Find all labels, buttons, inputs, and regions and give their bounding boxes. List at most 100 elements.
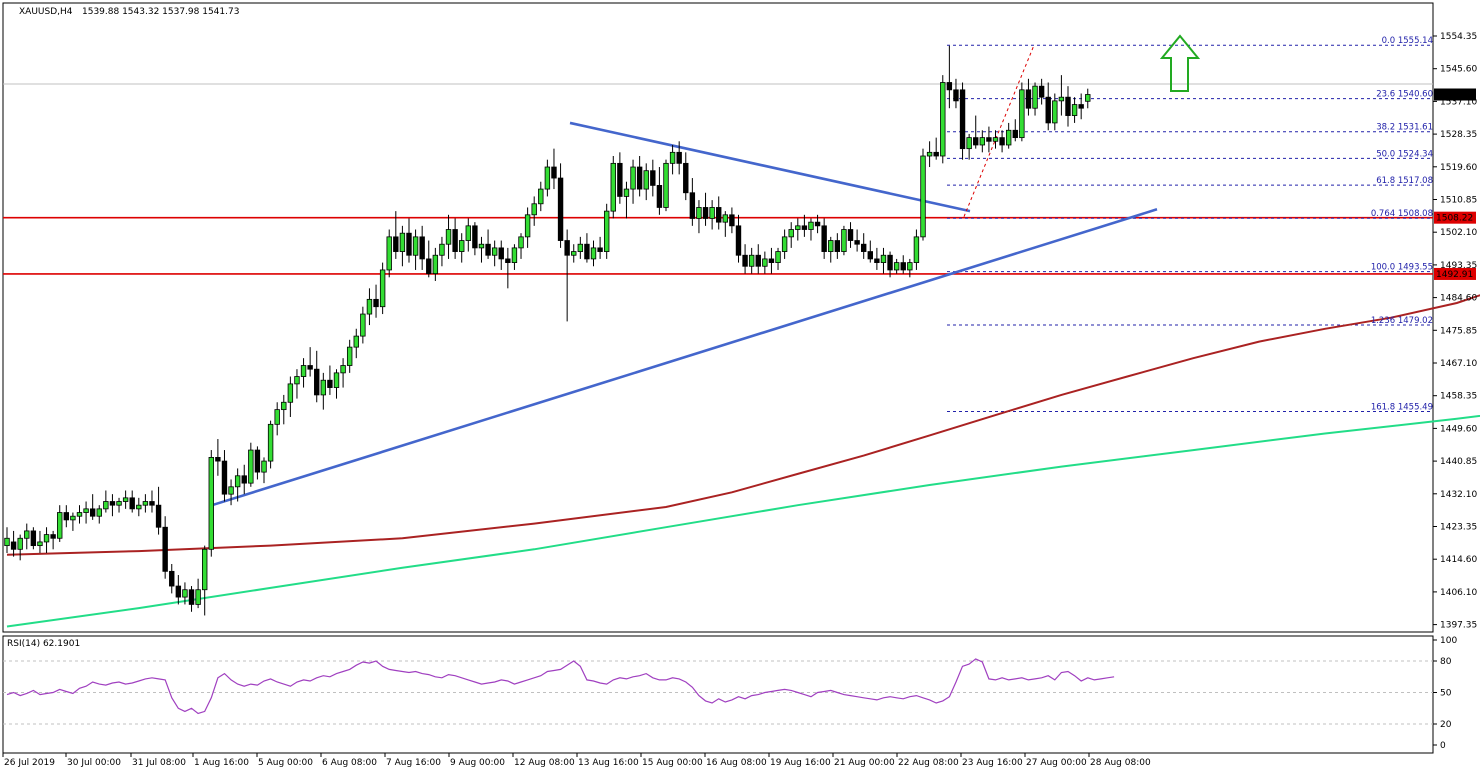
bear-candle [129, 497, 135, 510]
bull-candle [4, 537, 10, 547]
bull-candle [907, 262, 913, 271]
time-tick-label: 21 Aug 00:00 [834, 758, 895, 768]
bull-candle [248, 449, 254, 484]
bull-candle [37, 541, 43, 547]
time-tick-label: 31 Jul 08:00 [132, 758, 186, 768]
time-tick-label: 23 Aug 16:00 [962, 758, 1023, 768]
bull-candle [267, 423, 274, 462]
bear-candle [887, 254, 893, 271]
bear-candle [162, 526, 168, 572]
bear-candle [373, 298, 379, 308]
bear-candle [307, 365, 313, 370]
bear-candle [973, 137, 979, 146]
price-tick-label: 1440.85 [1440, 457, 1477, 467]
bull-candle [201, 548, 208, 591]
bear-candle [636, 166, 643, 190]
bear-candle [1012, 129, 1018, 139]
bear-candle [874, 258, 880, 263]
bull-candle [83, 508, 89, 513]
ema-green-line [6, 414, 1480, 628]
time-tick-label: 27 Aug 00:00 [1026, 758, 1087, 768]
bull-candle [96, 508, 102, 517]
bear-candle [426, 258, 432, 275]
bear-candle [735, 225, 742, 256]
bear-candle [30, 530, 37, 547]
bull-candle [722, 214, 729, 223]
bull-candle [208, 457, 214, 550]
bull-candle [940, 82, 946, 157]
time-tick-label: 26 Jul 2019 [4, 758, 55, 768]
fib-label: 161.8 1455.49 [1371, 402, 1433, 412]
time-tick-label: 5 Aug 00:00 [258, 758, 313, 768]
bear-candle [861, 243, 867, 252]
resistance-price-tag-box [1434, 211, 1476, 224]
bear-candle [406, 232, 412, 256]
triangle-upper-trendline [569, 121, 971, 213]
rsi-line [6, 658, 1115, 715]
price-tick-label: 1414.60 [1440, 555, 1477, 565]
chart-ohlc: 1539.88 1543.32 1537.98 1541.73 [82, 7, 239, 17]
bull-candle [1005, 129, 1012, 146]
bull-candle [1058, 96, 1065, 102]
bull-candle [762, 258, 768, 267]
bull-candle [17, 537, 23, 550]
bear-candle [584, 243, 590, 260]
fib-label: 100.0 1493.55 [1371, 263, 1433, 273]
time-tick-label: 30 Jul 00:00 [67, 758, 121, 768]
bear-candle [452, 229, 458, 252]
triangle-lower-trendline [211, 208, 1158, 507]
time-tick-label: 12 Aug 08:00 [514, 758, 575, 768]
bull-candle [379, 269, 386, 308]
fib-label: 61.8 1517.08 [1376, 176, 1433, 186]
bear-candle [683, 162, 689, 194]
bull-candle [399, 232, 406, 252]
bear-candle [1025, 89, 1032, 109]
bear-candle [485, 243, 491, 256]
bear-candle [755, 254, 761, 267]
bull-candle [57, 512, 63, 539]
bull-candle [360, 313, 366, 337]
bull-candle [841, 229, 847, 252]
bull-candle [966, 137, 972, 150]
bull-candle [979, 137, 986, 146]
bear-candle [597, 247, 603, 252]
price-tick-label: 1545.60 [1440, 65, 1477, 75]
bull-candle [1052, 100, 1058, 124]
main-panel-border [2, 2, 1434, 633]
bear-candle [729, 214, 735, 227]
bull-candle [623, 188, 630, 197]
bear-candle [155, 504, 162, 528]
bull-candle [524, 214, 531, 238]
bull-candle [630, 166, 636, 190]
price-tick-label: 1537.10 [1440, 97, 1477, 107]
bull-candle [544, 166, 551, 190]
bull-candle [346, 346, 353, 366]
fib-trend-line [963, 45, 1035, 217]
bear-candle [801, 225, 808, 230]
bull-candle [333, 372, 340, 388]
ema-red-line [6, 294, 1480, 556]
bull-candle [43, 534, 50, 543]
price-axis: 1554.35 1545.60 1537.10 1528.35 1519.60 1510.… [1433, 32, 1477, 631]
time-tick-label: 22 Aug 08:00 [898, 758, 959, 768]
bull-candle [1019, 89, 1025, 139]
price-tick-label: 1475.85 [1440, 326, 1477, 336]
resistance-price-tag: 1508.22 [1436, 214, 1473, 224]
bear-candle [63, 512, 70, 521]
bear-candle [689, 192, 696, 219]
price-tick-label: 1432.10 [1440, 490, 1477, 500]
bear-candle [953, 89, 959, 102]
bear-candle [847, 229, 854, 241]
bear-candle [814, 221, 821, 227]
bull-candle [1085, 94, 1091, 102]
bear-candle [821, 225, 827, 252]
bull-candle [366, 298, 373, 315]
price-tick-label: 1397.35 [1440, 621, 1477, 631]
fibonacci-labels: 0.0 1555.14 23.6 1540.60 38.2 1531.61 50.0 … [1371, 36, 1433, 412]
bear-candle [986, 137, 992, 142]
bull-candle [808, 221, 814, 230]
up-arrow-icon [1159, 34, 1201, 92]
bear-candle [1078, 104, 1084, 109]
chart-frame [2, 2, 1434, 754]
bear-candle [999, 137, 1005, 146]
